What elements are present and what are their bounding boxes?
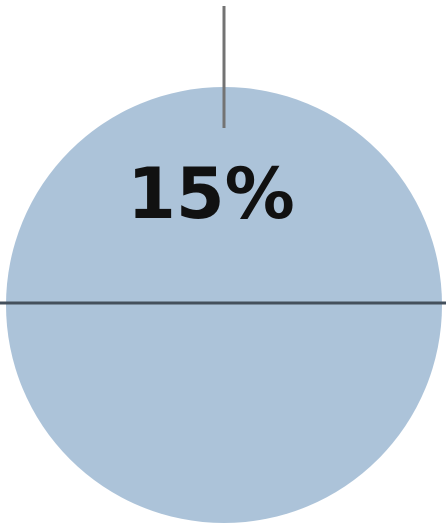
percent-label: 15%	[127, 153, 295, 235]
circle-disc	[6, 87, 442, 523]
